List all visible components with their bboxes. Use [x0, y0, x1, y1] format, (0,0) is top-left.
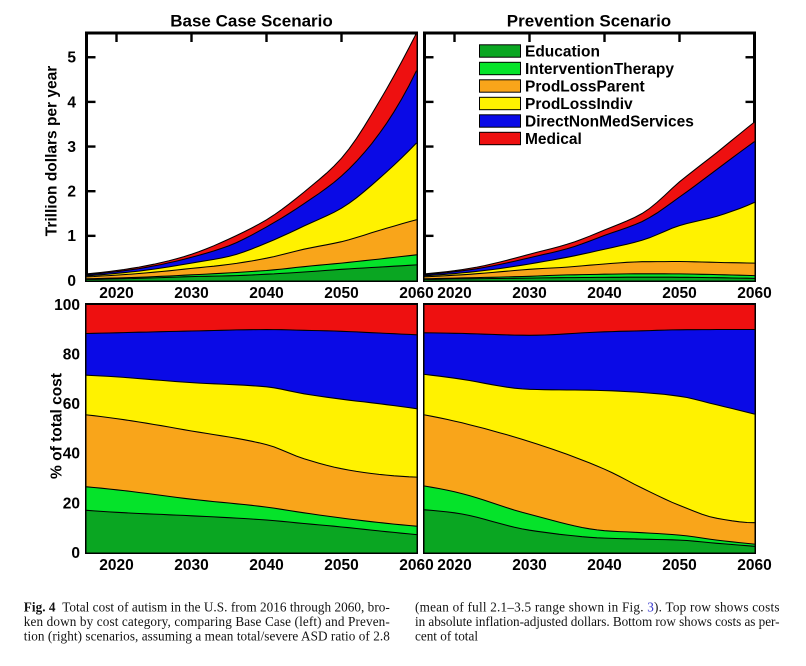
svg-text:Education: Education	[525, 44, 600, 61]
svg-text:80: 80	[63, 347, 80, 364]
svg-text:3: 3	[67, 139, 76, 156]
svg-text:100: 100	[54, 297, 80, 314]
svg-text:2030: 2030	[174, 285, 208, 302]
svg-text:2040: 2040	[249, 285, 283, 302]
svg-text:40: 40	[63, 446, 80, 463]
svg-text:4: 4	[67, 94, 76, 111]
svg-text:Medical: Medical	[525, 131, 582, 148]
svg-text:tion (right) scenarios, assumi: tion (right) scenarios, assuming a mean …	[24, 628, 390, 643]
svg-text:2030: 2030	[512, 285, 546, 302]
svg-text:2020: 2020	[99, 557, 133, 574]
svg-text:20: 20	[63, 495, 80, 512]
svg-text:2050: 2050	[662, 557, 696, 574]
svg-text:2040: 2040	[249, 557, 283, 574]
svg-text:% of total cost: % of total cost	[49, 373, 66, 479]
svg-text:1: 1	[67, 228, 76, 245]
svg-text:2: 2	[67, 184, 76, 201]
svg-text:2060: 2060	[737, 557, 771, 574]
svg-text:InterventionTherapy: InterventionTherapy	[525, 61, 674, 78]
svg-text:Trillion dollars per year: Trillion dollars per year	[44, 66, 61, 237]
svg-text:ken down by cost category, com: ken down by cost category, comparing Bas…	[24, 614, 390, 629]
svg-text:2050: 2050	[324, 557, 358, 574]
svg-text:Prevention Scenario: Prevention Scenario	[507, 12, 671, 31]
svg-text:2040: 2040	[587, 557, 621, 574]
svg-text:2060: 2060	[737, 285, 771, 302]
svg-text:2030: 2030	[512, 557, 546, 574]
svg-text:in absolute inflation-adjusted: in absolute inflation-adjusted dollars. …	[415, 614, 780, 629]
svg-text:5: 5	[67, 50, 76, 67]
svg-text:2020: 2020	[437, 285, 471, 302]
svg-text:Base Case Scenario: Base Case Scenario	[170, 12, 333, 31]
svg-text:2060: 2060	[399, 557, 433, 574]
svg-text:ProdLossParent: ProdLossParent	[525, 79, 645, 96]
svg-text:0: 0	[67, 273, 76, 290]
svg-text:DirectNonMedServices: DirectNonMedServices	[525, 114, 694, 131]
svg-text:ProdLossIndiv: ProdLossIndiv	[525, 96, 633, 113]
svg-text:(mean of full 2.1–3.5 range sh: (mean of full 2.1–3.5 range shown in Fig…	[415, 600, 780, 615]
svg-text:Fig. 4 Total cost of autism i: Fig. 4 Total cost of autism in the U.S. …	[24, 600, 390, 615]
svg-text:2040: 2040	[587, 285, 621, 302]
svg-text:60: 60	[63, 396, 80, 413]
svg-text:2060: 2060	[399, 285, 433, 302]
svg-text:cent of total: cent of total	[415, 628, 478, 643]
svg-text:2030: 2030	[174, 557, 208, 574]
svg-text:2050: 2050	[662, 285, 696, 302]
svg-text:0: 0	[71, 545, 80, 562]
svg-text:2050: 2050	[324, 285, 358, 302]
svg-text:2020: 2020	[99, 285, 133, 302]
svg-text:2020: 2020	[437, 557, 471, 574]
